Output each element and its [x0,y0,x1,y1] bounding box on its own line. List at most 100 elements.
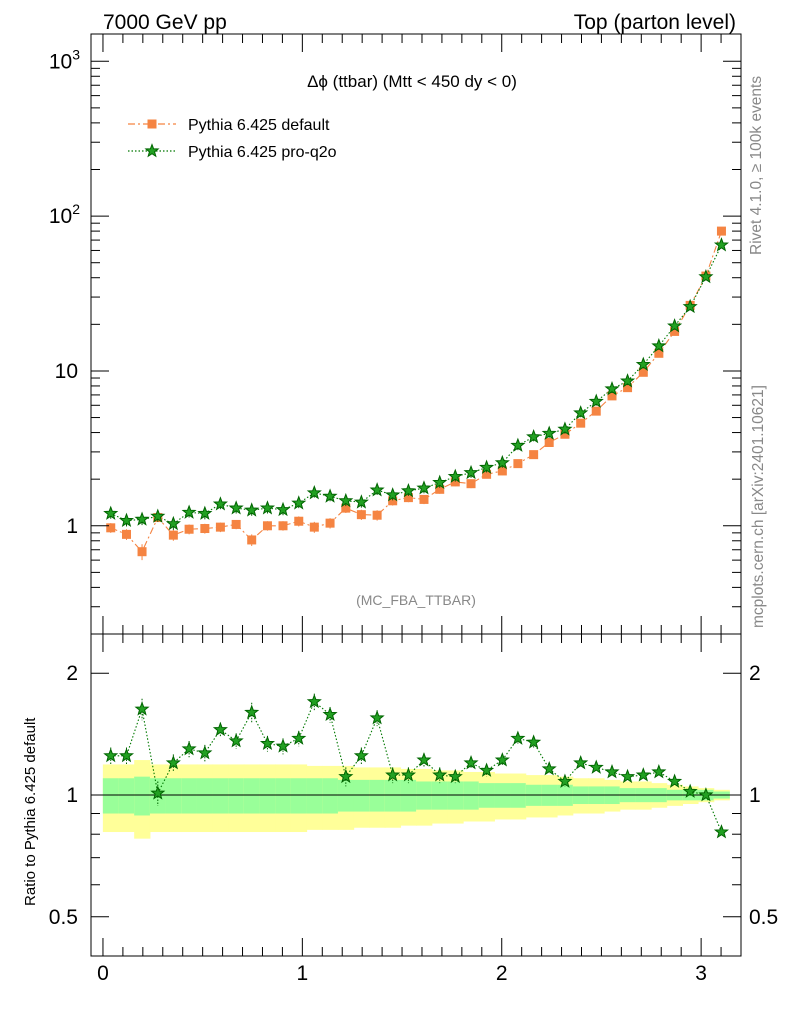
ratio-point [275,738,291,753]
pro-q2o-point [573,405,589,420]
pro-q2o-point [197,505,213,520]
default-point [591,406,601,416]
legend-label-default: Pythia 6.425 default [188,117,330,134]
ratio-band-inner [431,781,449,810]
pro-q2o-point [306,484,322,500]
main-y-tick-label: 1 [66,515,78,538]
ratio-band-inner [102,778,120,814]
ratio-data-layer [103,693,729,839]
default-point [466,479,476,489]
pro-q2o-point [463,464,479,480]
ratio-point [103,747,119,763]
ratio-band-inner [337,779,355,812]
pro-q2o-point [275,501,291,517]
default-point [560,429,570,439]
ratio-band-inner [243,778,261,814]
ratio-point [432,767,448,782]
ratio-y-tick-labels: 0.5 0.5 1 1 2 2 [49,662,778,929]
pro-q2o-point [604,381,620,396]
ratio-point [400,767,416,782]
pro-q2o-point [682,298,698,314]
pro-q2o-point [259,500,275,515]
default-point [388,496,398,506]
ratio-point [494,752,510,767]
mcplots-source-label: mcplots.cern.ch [arXiv:2401.10621] [750,385,767,628]
default-point [341,503,351,513]
ratio-point [447,768,463,784]
main-data-layer [103,226,729,561]
ratio-y-tick-label-right: 0.5 [749,906,778,929]
pro-q2o-point [212,496,228,511]
ratio-point [353,747,369,763]
main-y-tick-label: 103 [49,46,80,73]
pro-q2o-point [244,502,260,517]
ratio-band-inner [275,778,292,814]
ratio-band-inner [118,778,135,814]
ratio-point [667,773,683,788]
ratio-band-inner [322,778,339,814]
pro-q2o-point [134,511,150,526]
ratio-band-inner [400,779,417,812]
default-point [262,521,272,531]
default-point [513,459,523,469]
ratio-point [682,783,698,798]
ratio-point [557,773,573,788]
legend-entry-default: Pythia 6.425 default [128,117,330,134]
header-left-label: 7000 GeV pp [103,11,227,34]
ratio-band-inner [369,779,386,812]
legend-entry-pro-q2o: Pythia 6.425 pro-q2o [128,143,337,161]
legend-marker-default [147,119,157,129]
ratio-point [165,755,181,770]
default-point [497,466,507,476]
ratio-point [212,721,228,737]
main-y-tick-label-base: 10 [49,205,72,228]
ratio-point [338,768,354,784]
default-point [294,516,304,526]
ratio-point [604,764,620,779]
default-point [529,450,539,460]
pro-q2o-point [400,482,416,498]
pro-q2o-point [526,428,542,444]
pro-q2o-point [150,508,166,523]
main-y-tick-label-base: 10 [55,360,78,383]
pro-q2o-point [479,459,495,474]
default-point [106,523,116,533]
ratio-series-line [110,700,723,833]
default-point [576,418,586,428]
default-point [654,348,664,358]
default-point [544,438,554,448]
main-y-tick-label-exponent: 3 [72,46,80,62]
default-point [200,524,210,534]
ratio-point [635,767,651,782]
default-point [278,521,288,531]
pro-q2o-point [181,504,197,519]
default-point [356,510,366,520]
ratio-point [463,755,479,770]
pro-q2o-point [620,373,636,388]
ratio-point [228,733,244,748]
ratio-band-inner [134,776,151,816]
pro-q2o-point [494,454,510,470]
default-point [450,477,460,487]
ratio-y-axis-label: Ratio to Pythia 6.425 default [22,717,39,906]
default-point [325,518,335,528]
ratio-axis-ticks [91,634,742,957]
pro-q2o-point [667,318,683,333]
ratio-point [526,734,542,749]
default-point [168,530,178,540]
ratio-band-inner [447,781,464,810]
ratio-point [369,710,385,725]
pro-q2o-point [698,268,714,284]
default-point [638,367,648,377]
default-point [137,547,147,557]
ratio-y-tick-label-right: 2 [749,662,761,685]
default-point [215,522,225,532]
ratio-point [197,745,213,760]
ratio-point [416,752,432,767]
ratio-point [291,730,307,745]
main-y-tick-label-base: 1 [66,515,78,538]
analysis-watermark: (MC_FBA_TTBAR) [356,592,476,608]
pro-q2o-point [447,468,463,483]
